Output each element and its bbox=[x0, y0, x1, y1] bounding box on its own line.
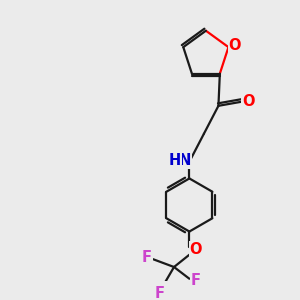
Text: O: O bbox=[228, 38, 241, 53]
Text: F: F bbox=[190, 273, 200, 288]
Text: O: O bbox=[189, 242, 202, 257]
Text: H: H bbox=[169, 153, 181, 168]
Text: O: O bbox=[242, 94, 255, 109]
Text: F: F bbox=[154, 286, 164, 300]
Text: N: N bbox=[179, 153, 191, 168]
Text: F: F bbox=[142, 250, 152, 265]
